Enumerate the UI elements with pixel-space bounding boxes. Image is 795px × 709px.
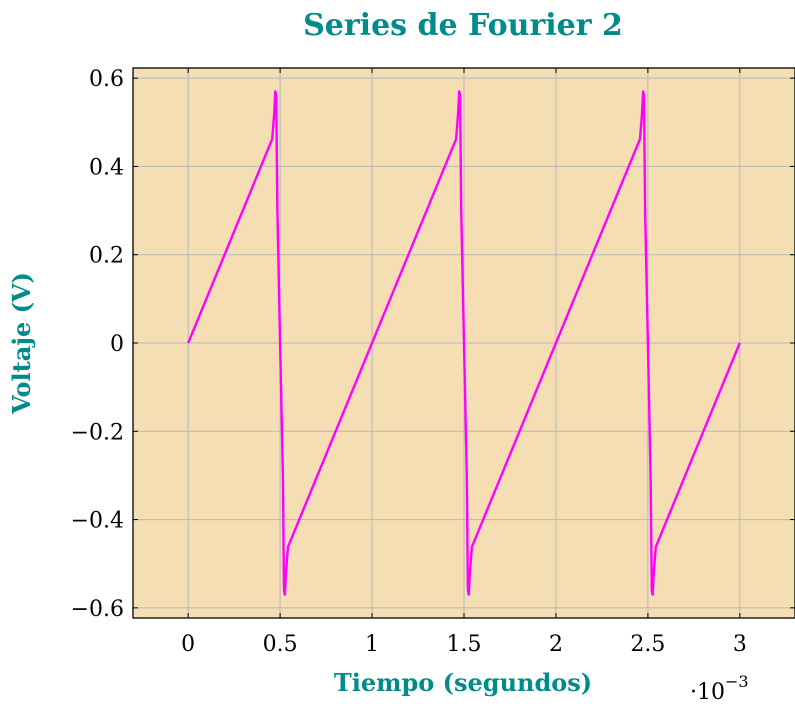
y-tick-label: 0 xyxy=(110,332,124,357)
y-tick-label: 0.2 xyxy=(89,244,124,269)
series-lines xyxy=(187,90,741,596)
plot-frame xyxy=(132,67,795,619)
x-tick-label: 1.5 xyxy=(447,632,482,657)
x-tick-label: 3 xyxy=(733,632,747,657)
x-axis-label: Tiempo (segundos) xyxy=(334,668,592,697)
y-axis-label: Voltaje (V) xyxy=(7,272,36,415)
x-tick-label: 2 xyxy=(549,632,563,657)
y-tick-label: 0.4 xyxy=(89,155,124,180)
x-tick-label: 0.5 xyxy=(263,632,298,657)
x-tick-label: 0 xyxy=(181,632,195,657)
y-tick-label: −0.2 xyxy=(71,420,124,445)
chart-title: Series de Fourier 2 xyxy=(303,8,623,43)
ticks: 0 0.5 1 1.5 2 2.5 3 0.6 0.4 0.2 0 −0.2 −0.4 −0.6 xyxy=(71,67,795,657)
x-tick-label: 2.5 xyxy=(630,632,665,657)
series-line xyxy=(187,90,741,596)
y-tick-label: −0.4 xyxy=(71,509,124,534)
x-scale-label: ·10−3 xyxy=(690,672,749,705)
y-tick-label: −0.6 xyxy=(71,597,124,622)
x-tick-label: 1 xyxy=(365,632,379,657)
y-tick-label: 0.6 xyxy=(89,67,124,92)
